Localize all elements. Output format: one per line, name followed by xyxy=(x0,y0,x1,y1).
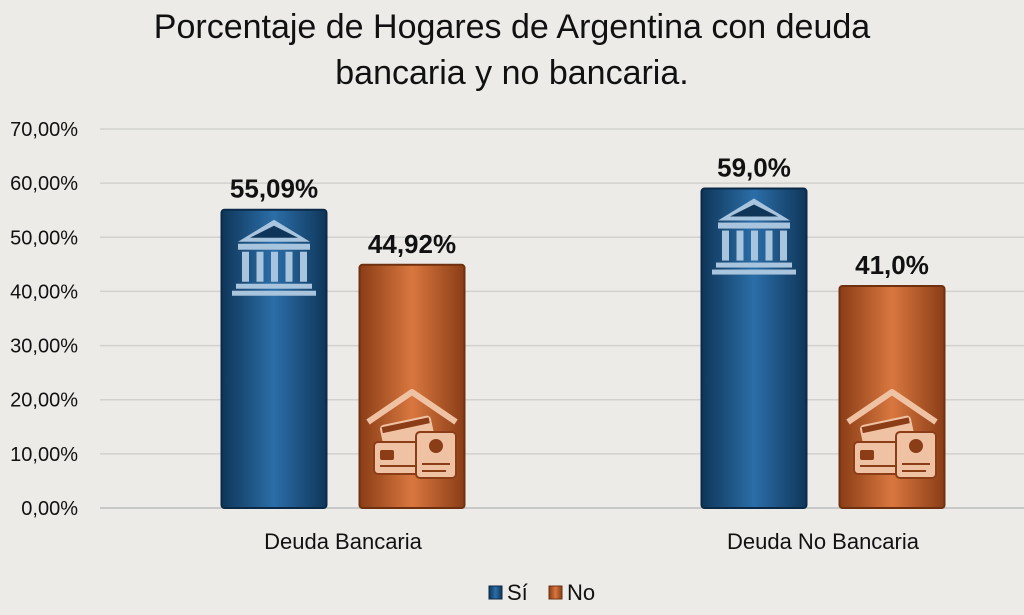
y-tick-label: 70,00% xyxy=(10,119,78,141)
y-tick-label: 0,00% xyxy=(21,498,78,520)
y-tick-label: 50,00% xyxy=(10,227,78,249)
data-label: 44,92% xyxy=(368,229,456,259)
chart-title-line-1: Porcentaje de Hogares de Argentina con d… xyxy=(153,8,871,46)
y-tick-label: 40,00% xyxy=(10,281,78,303)
y-tick-label: 10,00% xyxy=(10,444,78,466)
data-label: 41,0% xyxy=(855,250,929,280)
x-category-label: Deuda Bancaria xyxy=(264,529,423,554)
data-label: 59,0% xyxy=(717,153,791,183)
y-tick-label: 20,00% xyxy=(10,390,78,412)
x-category-label: Deuda No Bancaria xyxy=(727,529,920,554)
bar-si-1 xyxy=(220,208,328,510)
legend-swatch xyxy=(488,585,503,600)
chart-title-line-2: bancaria y no bancaria. xyxy=(335,54,689,92)
bar-si-2 xyxy=(700,187,808,510)
bar-no-2 xyxy=(838,285,946,509)
legend-label: No xyxy=(567,580,595,605)
y-tick-label: 60,00% xyxy=(10,173,78,195)
bank-icon xyxy=(712,198,796,275)
house-cards-icon xyxy=(366,389,458,479)
data-label: 55,09% xyxy=(230,174,318,204)
y-tick-label: 30,00% xyxy=(10,336,78,358)
bar-no-1 xyxy=(358,263,466,509)
house-cards-icon xyxy=(846,389,938,479)
bank-icon xyxy=(232,219,316,296)
legend-label: Sí xyxy=(507,580,528,605)
legend-swatch xyxy=(548,585,563,600)
legend-item-si: Sí xyxy=(488,580,528,605)
legend-item-no: No xyxy=(548,580,595,605)
